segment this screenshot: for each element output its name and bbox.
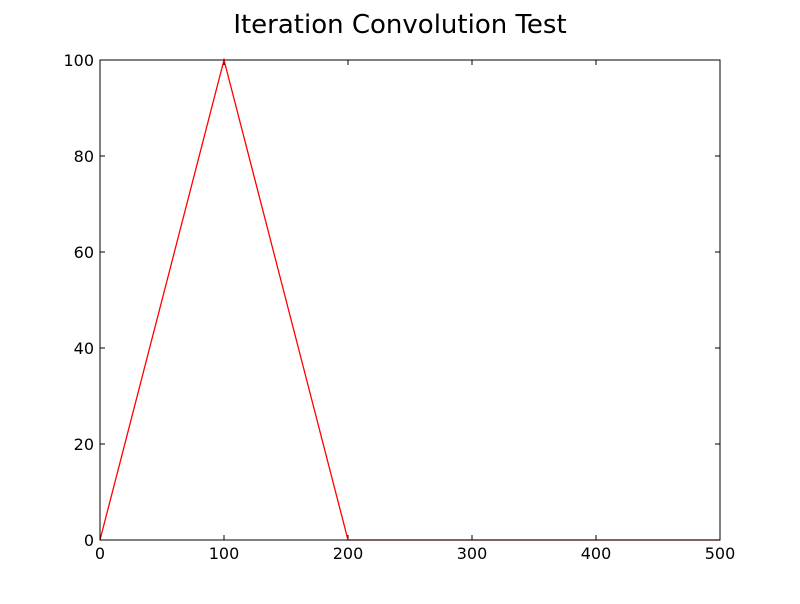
x-tick-label: 0 bbox=[95, 544, 105, 563]
x-tick-label: 200 bbox=[333, 544, 364, 563]
tick-labels-layer: 0 100 200 300 400 500 0 20 40 60 80 100 bbox=[63, 51, 735, 563]
y-tick-label: 100 bbox=[63, 51, 94, 70]
x-tick-label: 400 bbox=[581, 544, 612, 563]
x-tick-label: 100 bbox=[209, 544, 240, 563]
y-tick-label: 80 bbox=[74, 147, 94, 166]
x-tick-label: 500 bbox=[705, 544, 736, 563]
plot-frame bbox=[99, 59, 721, 541]
y-tick-label: 60 bbox=[74, 243, 94, 262]
y-tick-label: 40 bbox=[74, 339, 94, 358]
y-tick-label: 20 bbox=[74, 435, 94, 454]
y-tick-label: 0 bbox=[84, 531, 94, 550]
plot-area bbox=[100, 60, 720, 540]
x-tick-label: 300 bbox=[457, 544, 488, 563]
chart-title: Iteration Convolution Test bbox=[233, 10, 566, 40]
